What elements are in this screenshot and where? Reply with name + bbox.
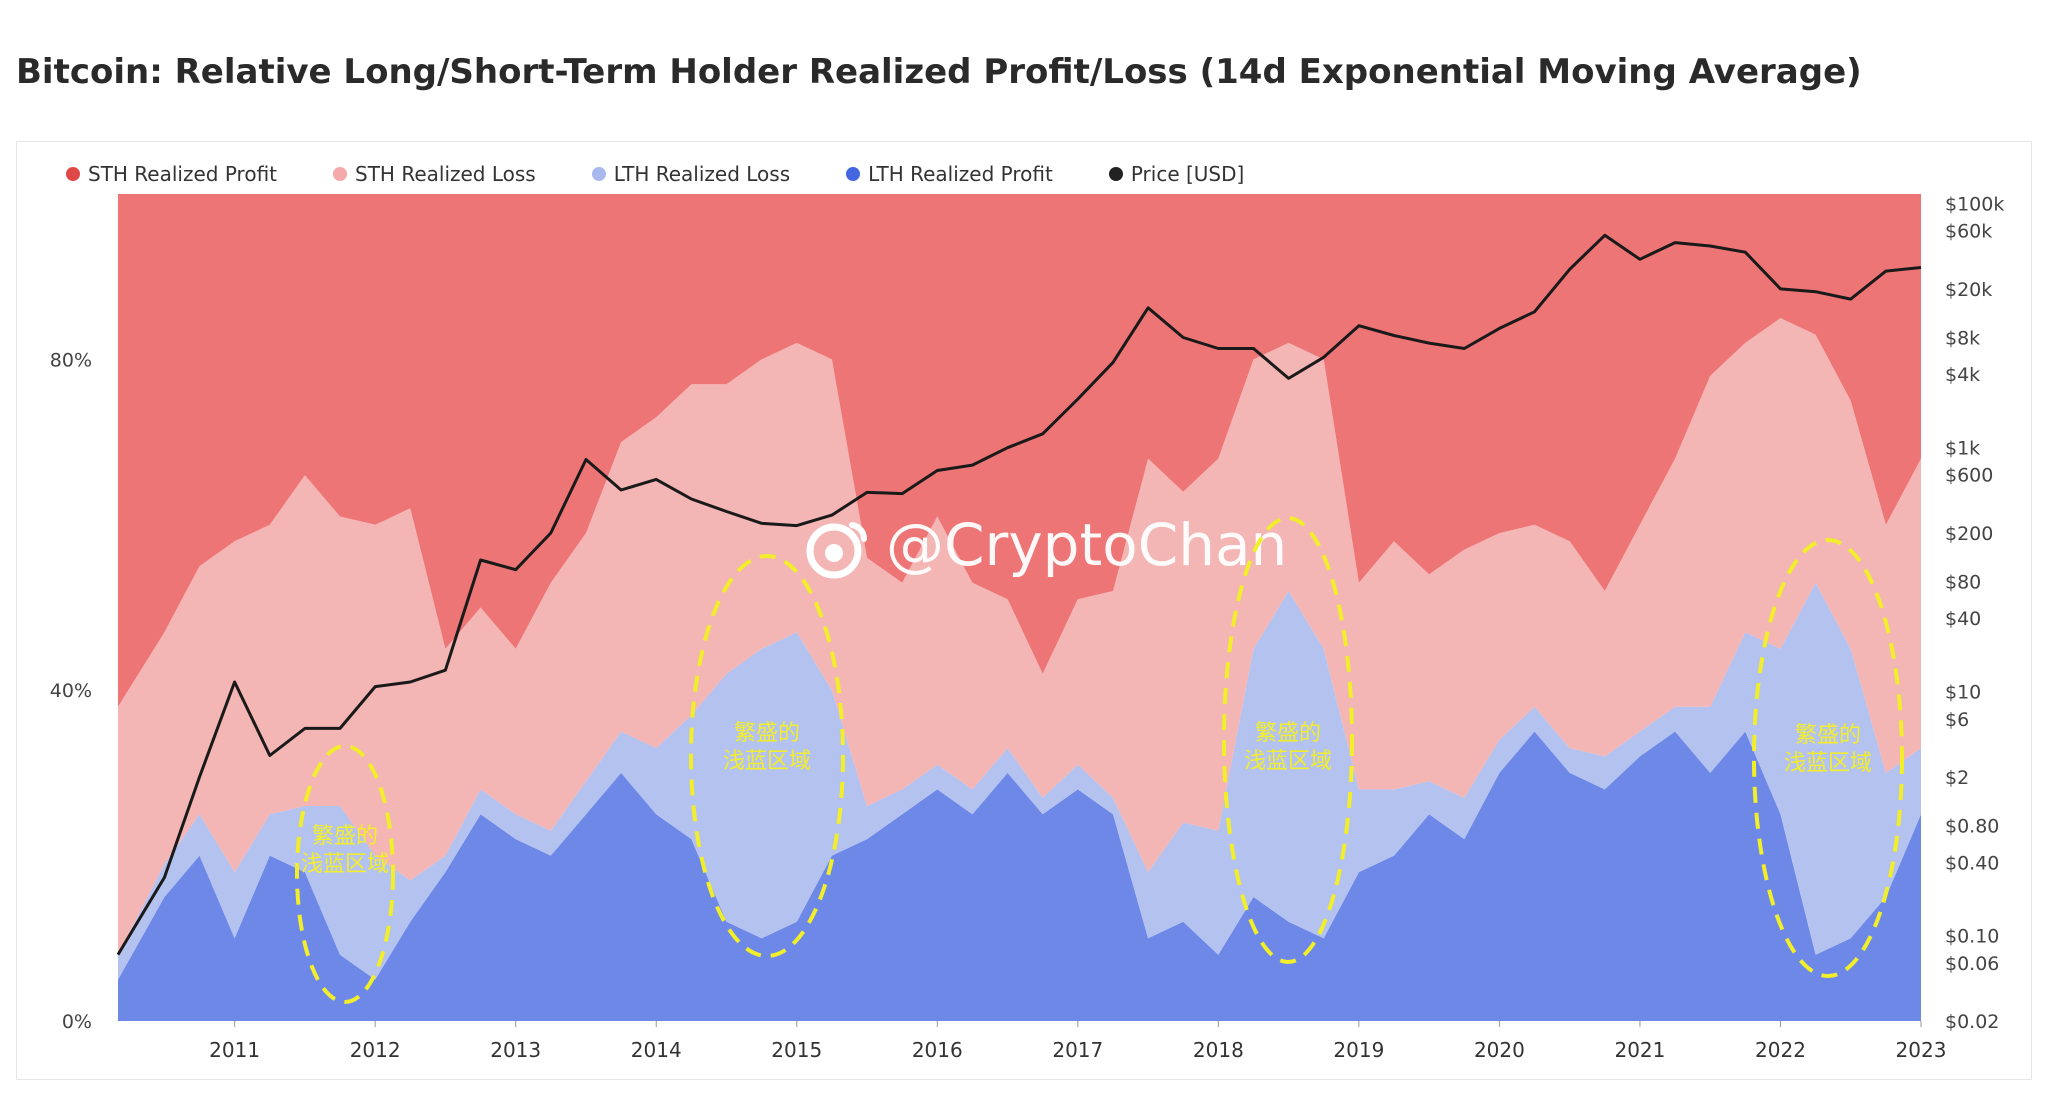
legend-item-1[interactable]: STH Realized Profit <box>66 162 277 186</box>
annotation-label-line2: 浅蓝区域 <box>723 749 811 774</box>
annotation-label-line2: 浅蓝区域 <box>1244 749 1332 774</box>
x-tick-label: 2021 <box>1614 1038 1665 1062</box>
y-right-tick-label: $0.10 <box>1945 926 1999 948</box>
y-right-tick-label: $20k <box>1945 279 1992 301</box>
legend-label: LTH Realized Profit <box>868 162 1053 186</box>
legend-item-3[interactable]: LTH Realized Loss <box>591 162 791 186</box>
y-right-tick-label: $200 <box>1945 523 1993 545</box>
x-tick-label: 2015 <box>771 1038 822 1062</box>
y-axis-right: $0.02 $0.06 $0.10 $0.40 $0.80 $2 $6 $10 $40 $80 $2… <box>1945 194 2004 1033</box>
y-right-tick-label: $6 <box>1945 709 1969 731</box>
legend-item-2[interactable]: STH Realized Loss <box>333 162 536 186</box>
annotation-label-line1: 繁盛的 <box>312 824 378 849</box>
legend-swatch <box>846 167 861 181</box>
y-left-tick-label: 0% <box>62 1011 92 1033</box>
legend-item-4[interactable]: LTH Realized Profit <box>846 162 1053 186</box>
page-title: Bitcoin: Relative Long/Short-Term Holder… <box>16 52 1862 92</box>
y-right-tick-label: $100k <box>1945 194 2004 216</box>
legend-label: Price [USD] <box>1130 162 1245 186</box>
y-right-tick-label: $0.06 <box>1945 953 1999 975</box>
legend-label: STH Realized Loss <box>355 162 536 186</box>
area-lth-realized-loss <box>118 582 1921 980</box>
x-tick-label: 2017 <box>1052 1038 1103 1062</box>
watermark-text: @CryptoChan <box>886 511 1287 579</box>
area-layer <box>118 194 1921 1021</box>
y-right-tick-label: $600 <box>1945 465 1993 487</box>
annotation-label-line1: 繁盛的 <box>734 721 800 746</box>
annotation-ellipse <box>689 554 845 958</box>
y-right-tick-label: $0.40 <box>1945 852 1999 874</box>
annotation-ellipse <box>1752 538 1904 978</box>
area-lth-realized-profit <box>118 731 1921 1021</box>
x-tick-label: 2022 <box>1755 1038 1806 1062</box>
legend-swatch <box>1108 167 1123 181</box>
y-left-tick-label: 40% <box>50 680 92 702</box>
annotation-ellipse <box>1222 516 1354 964</box>
legend-label: STH Realized Profit <box>88 162 278 186</box>
y-right-tick-label: $40 <box>1945 608 1981 630</box>
x-tick-label: 2011 <box>209 1038 260 1062</box>
y-axis-left: 0% 40% 80% <box>50 349 92 1033</box>
legend-swatch <box>66 167 80 181</box>
annotation-ellipse <box>295 744 395 1004</box>
y-right-tick-label: $60k <box>1945 221 1992 243</box>
annotation-label-line1: 繁盛的 <box>1255 721 1321 746</box>
price-series-line <box>116 233 1922 956</box>
y-right-tick-label: $10 <box>1945 682 1981 704</box>
legend-swatch <box>591 167 606 181</box>
x-tick-label: 2016 <box>912 1038 963 1062</box>
chart-frame <box>16 141 2032 1080</box>
y-left-tick-label: 80% <box>50 349 92 371</box>
y-right-tick-label: $80 <box>1945 572 1981 594</box>
x-tick-label: 2018 <box>1193 1038 1244 1062</box>
watermark: @CryptoChan <box>806 511 1287 579</box>
y-right-tick-label: $0.02 <box>1945 1011 1999 1033</box>
x-axis: 2011 2012 2013 2014 2015 2016 2017 2018 2019 2020… <box>209 1021 1946 1062</box>
x-tick-label: 2013 <box>490 1038 541 1062</box>
x-tick-label: 2019 <box>1333 1038 1384 1062</box>
weibo-logo-icon <box>806 522 868 579</box>
x-tick-label: 2012 <box>350 1038 401 1062</box>
y-right-tick-label: $8k <box>1945 327 1980 349</box>
legend-label: LTH Realized Loss <box>613 162 791 186</box>
annotation-label-line1: 繁盛的 <box>1795 723 1861 748</box>
area-sth-realized-profit <box>118 194 1921 707</box>
area-sth-realized-loss <box>118 318 1921 955</box>
y-right-tick-label: $1k <box>1945 438 1980 460</box>
y-right-tick-label: $0.80 <box>1945 816 1999 838</box>
legend-swatch <box>333 167 348 181</box>
y-right-tick-label: $4k <box>1945 364 1980 386</box>
x-tick-label: 2020 <box>1474 1038 1525 1062</box>
legend-item-5[interactable]: Price [USD] <box>1108 162 1245 186</box>
annotation-label-line2: 浅蓝区域 <box>301 852 389 877</box>
y-right-tick-label: $2 <box>1945 767 1969 789</box>
x-tick-label: 2014 <box>631 1038 682 1062</box>
chart-legend: STH Realized Profit STH Realized Loss LTH … <box>66 162 1300 186</box>
annotation-label-line2: 浅蓝区域 <box>1784 751 1872 776</box>
x-tick-label: 2023 <box>1896 1038 1947 1062</box>
